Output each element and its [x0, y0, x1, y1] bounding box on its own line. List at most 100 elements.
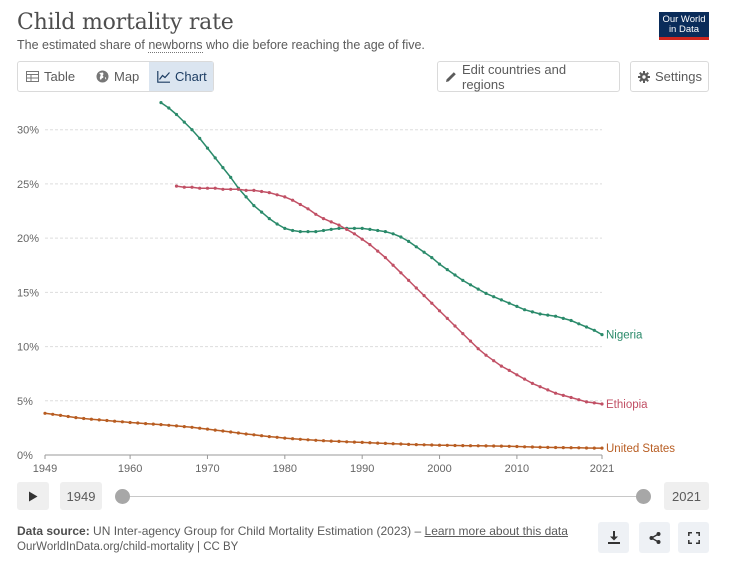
data-point-ethiopia — [468, 339, 473, 343]
data-point-nigeria — [523, 308, 527, 312]
data-point-ethiopia — [430, 301, 434, 305]
series-line-nigeria — [160, 101, 603, 336]
data-point-ethiopia — [236, 187, 240, 191]
settings-button[interactable]: Settings — [630, 61, 709, 92]
data-point-nigeria — [584, 325, 589, 329]
tab-table[interactable]: Table — [18, 62, 88, 91]
data-point-united-states — [128, 420, 132, 425]
data-point-united-states — [198, 426, 202, 430]
data-point-ethiopia — [205, 186, 210, 190]
learn-more-link[interactable]: Learn more about this data — [424, 524, 568, 538]
data-point-nigeria — [337, 226, 341, 230]
data-point-ethiopia — [515, 373, 519, 377]
timeline-end-handle[interactable] — [636, 489, 651, 504]
data-point-nigeria — [298, 230, 302, 234]
data-point-united-states — [376, 441, 380, 445]
data-point-united-states — [51, 412, 55, 416]
data-point-united-states — [399, 442, 403, 446]
citation-url: OurWorldInData.org/child-mortality | CC … — [17, 541, 239, 553]
series-label-united-states: United States — [606, 443, 675, 455]
data-point-ethiopia — [329, 220, 333, 224]
data-point-united-states — [407, 442, 411, 446]
line-chart: 0% 5% 10% 15% 20% 25% 30% 1949 1960 1970 1980 1990 2… — [17, 101, 675, 475]
chart-subtitle: The estimated share of newborns who die … — [17, 38, 425, 53]
data-point-nigeria — [213, 156, 217, 160]
tab-map[interactable]: Map — [88, 62, 149, 91]
data-point-ethiopia — [291, 198, 295, 202]
gear-icon — [638, 70, 650, 83]
data-point-nigeria — [368, 227, 372, 231]
timeline-end-year[interactable]: 2021 — [664, 482, 709, 510]
data-point-united-states — [453, 443, 457, 448]
data-point-united-states — [391, 442, 395, 446]
fullscreen-button[interactable] — [678, 522, 709, 553]
data-point-united-states — [298, 437, 302, 441]
data-point-united-states — [360, 440, 364, 444]
series-line-united-states — [44, 412, 602, 449]
data-point-united-states — [120, 420, 124, 424]
y-tick-label: 30% — [17, 125, 39, 137]
play-icon — [28, 491, 38, 502]
tab-chart[interactable]: Chart — [149, 62, 213, 91]
data-point-united-states — [499, 444, 503, 448]
data-point-united-states — [321, 439, 326, 443]
line-chart-icon — [157, 70, 170, 83]
data-point-nigeria — [492, 295, 496, 299]
data-point-ethiopia — [530, 381, 535, 385]
series-line-ethiopia — [176, 185, 603, 405]
data-point-nigeria — [600, 333, 604, 337]
data-point-ethiopia — [267, 191, 271, 195]
data-point-nigeria — [554, 314, 558, 318]
data-point-ethiopia — [484, 353, 488, 357]
data-point-united-states — [105, 418, 109, 423]
play-button[interactable] — [17, 482, 49, 510]
timeline-start-year[interactable]: 1949 — [60, 482, 102, 510]
data-point-united-states — [291, 437, 295, 441]
x-tick-label: 1970 — [195, 463, 219, 475]
data-point-united-states — [159, 423, 163, 427]
data-point-united-states — [136, 421, 140, 425]
data-point-nigeria — [538, 312, 542, 316]
data-point-united-states — [345, 440, 349, 444]
data-point-united-states — [113, 419, 117, 423]
data-point-united-states — [267, 435, 271, 439]
data-point-nigeria — [260, 210, 264, 214]
data-point-ethiopia — [174, 184, 179, 188]
timeline-track[interactable] — [122, 496, 643, 497]
data-point-ethiopia — [538, 385, 542, 389]
data-point-ethiopia — [376, 249, 380, 253]
data-point-united-states — [414, 443, 418, 447]
data-point-united-states — [530, 445, 535, 449]
data-point-united-states — [244, 432, 248, 436]
data-point-nigeria — [468, 283, 473, 287]
data-point-united-states — [182, 425, 186, 429]
y-tick-label: 15% — [17, 287, 39, 299]
share-button[interactable] — [639, 522, 670, 553]
data-point-nigeria — [546, 313, 550, 317]
data-source-text: UN Inter-agency Group for Child Mortalit… — [89, 524, 425, 538]
edit-countries-button[interactable]: Edit countries and regions — [437, 61, 620, 92]
data-point-nigeria — [507, 301, 511, 305]
data-point-nigeria — [569, 318, 573, 323]
data-point-united-states — [600, 446, 604, 450]
subtitle-term-newborns[interactable]: newborns — [148, 38, 203, 53]
timeline-start-handle[interactable] — [115, 489, 130, 504]
view-tabs: Table Map Chart — [17, 61, 214, 92]
data-point-united-states — [368, 441, 372, 445]
logo-line-1: Our World — [662, 14, 706, 25]
data-point-nigeria — [376, 228, 380, 233]
data-point-nigeria — [306, 230, 310, 234]
data-point-nigeria — [182, 120, 186, 124]
data-point-united-states — [507, 444, 511, 448]
data-point-united-states — [329, 439, 333, 443]
tab-table-label: Table — [44, 69, 76, 84]
data-point-ethiopia — [345, 227, 349, 231]
x-tick-label: 2000 — [427, 463, 451, 475]
y-tick-label: 25% — [17, 179, 39, 191]
data-point-ethiopia — [492, 359, 496, 363]
data-point-united-states — [445, 443, 449, 447]
data-point-united-states — [569, 446, 573, 450]
download-button[interactable] — [598, 522, 629, 553]
our-world-in-data-logo[interactable]: Our World in Data — [659, 12, 709, 40]
data-point-united-states — [66, 414, 70, 419]
